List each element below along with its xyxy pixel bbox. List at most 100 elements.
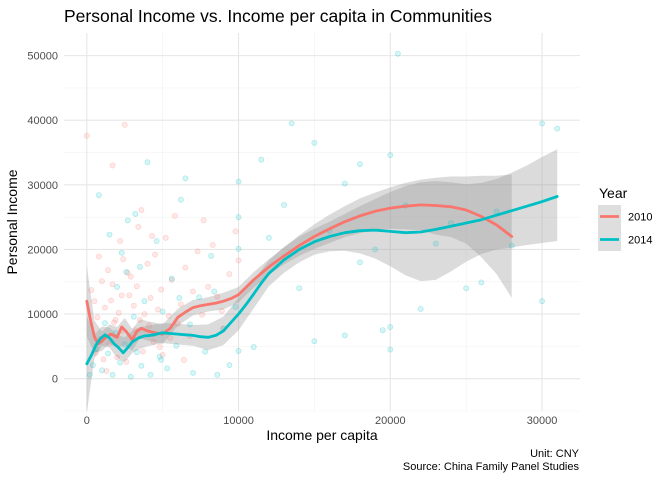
data-point-2014 — [177, 196, 184, 203]
data-point-2010 — [118, 292, 125, 299]
y-axis-label: Personal Income — [4, 169, 20, 274]
data-point-2010 — [156, 344, 163, 350]
chart-title: Personal Income vs. Income per capita in… — [64, 6, 492, 26]
data-point-2014 — [196, 294, 202, 301]
data-point-2014 — [387, 346, 394, 353]
data-point-2010 — [149, 232, 155, 239]
data-point-2010 — [146, 322, 152, 329]
data-point-2010 — [141, 311, 148, 317]
data-point-2014 — [214, 371, 221, 378]
data-point-2014 — [141, 298, 148, 305]
data-point-2014 — [144, 159, 151, 166]
data-point-2010 — [205, 284, 212, 290]
data-point-2010 — [94, 314, 101, 321]
data-point-2014 — [89, 362, 96, 369]
data-point-2010 — [199, 311, 206, 318]
smooth-line-2014 — [85, 195, 559, 366]
data-point-2014 — [478, 279, 485, 286]
data-point-2010 — [165, 313, 172, 319]
plot-area — [64, 33, 580, 413]
data-point-2014 — [158, 357, 165, 363]
data-point-2014 — [187, 321, 193, 328]
data-point-2014 — [539, 298, 545, 305]
data-point-2010 — [115, 309, 122, 316]
y-tick-label: 40000 — [27, 115, 58, 127]
data-point-2014 — [493, 208, 500, 215]
data-point-2010 — [177, 301, 184, 308]
data-point-2010 — [117, 238, 124, 244]
data-point-2010 — [96, 253, 102, 260]
data-point-2010 — [105, 267, 111, 274]
data-point-2010 — [120, 256, 127, 263]
data-point-2014 — [554, 125, 561, 132]
data-point-2010 — [123, 358, 130, 365]
data-point-2014 — [153, 238, 160, 244]
x-tick-label: 20000 — [375, 415, 406, 427]
data-point-2014 — [379, 327, 386, 334]
data-point-2010 — [147, 295, 154, 301]
data-point-2010 — [150, 338, 157, 345]
data-point-2014 — [311, 139, 318, 146]
data-point-2014 — [136, 264, 143, 270]
data-point-2010 — [138, 207, 145, 213]
y-tick-label: 30000 — [27, 180, 58, 192]
data-point-2014 — [258, 156, 265, 163]
data-point-2014 — [114, 284, 121, 290]
legend-label: 2010 — [628, 212, 652, 224]
data-point-2010 — [155, 306, 161, 313]
data-point-2014 — [235, 214, 242, 221]
x-axis-label: Income per capita — [266, 427, 377, 443]
data-point-2014 — [118, 249, 125, 256]
x-tick-label: 10000 — [223, 415, 254, 427]
data-point-2014 — [133, 349, 140, 356]
data-point-2014 — [96, 192, 102, 199]
data-point-2010 — [99, 278, 105, 285]
data-point-2010 — [235, 257, 242, 264]
data-point-2010 — [127, 273, 134, 280]
data-point-2010 — [174, 320, 181, 327]
data-point-2014 — [281, 201, 287, 208]
data-point-2010 — [114, 354, 121, 361]
data-point-2010 — [232, 228, 239, 235]
data-point-2010 — [190, 288, 196, 295]
data-point-2014 — [432, 240, 439, 247]
data-point-2014 — [463, 285, 470, 292]
data-point-2014 — [539, 120, 545, 127]
y-tick-label: 50000 — [27, 51, 58, 63]
data-point-2014 — [232, 304, 239, 310]
data-point-2010 — [109, 162, 116, 169]
data-point-2014 — [106, 231, 113, 238]
data-point-2010 — [111, 319, 117, 326]
data-point-2010 — [214, 293, 221, 300]
data-point-2010 — [209, 242, 216, 248]
data-point-2014 — [121, 341, 128, 348]
x-axis-ticks: 0 10000 20000 30000 — [84, 415, 558, 427]
data-point-2010 — [108, 297, 114, 304]
data-point-2014 — [190, 369, 196, 376]
caption-line-unit: Unit: CNY — [530, 448, 580, 460]
data-point-2014 — [288, 120, 295, 127]
data-point-2014 — [341, 180, 348, 187]
data-point-2010 — [140, 348, 146, 355]
data-point-2010 — [102, 304, 108, 311]
data-point-2014 — [86, 371, 93, 378]
data-point-2014 — [311, 338, 318, 345]
data-point-2014 — [99, 367, 105, 374]
grid-major — [64, 33, 580, 411]
data-point-2010 — [144, 260, 151, 267]
data-point-2010 — [162, 234, 169, 241]
smooth-line-2010 — [85, 203, 514, 346]
data-point-2010 — [180, 357, 187, 363]
caption-line-source: Source: China Family Panel Studies — [403, 461, 580, 473]
data-point-2010 — [218, 307, 225, 314]
data-point-2014 — [159, 308, 166, 315]
data-point-2014 — [117, 359, 124, 366]
data-point-2014 — [387, 324, 394, 330]
data-point-2014 — [508, 242, 515, 249]
data-point-2010 — [168, 276, 175, 283]
data-point-2010 — [135, 223, 142, 230]
data-point-2010 — [159, 351, 166, 358]
data-point-2014 — [235, 178, 242, 185]
data-point-2014 — [124, 217, 131, 224]
data-point-2010 — [126, 292, 133, 299]
